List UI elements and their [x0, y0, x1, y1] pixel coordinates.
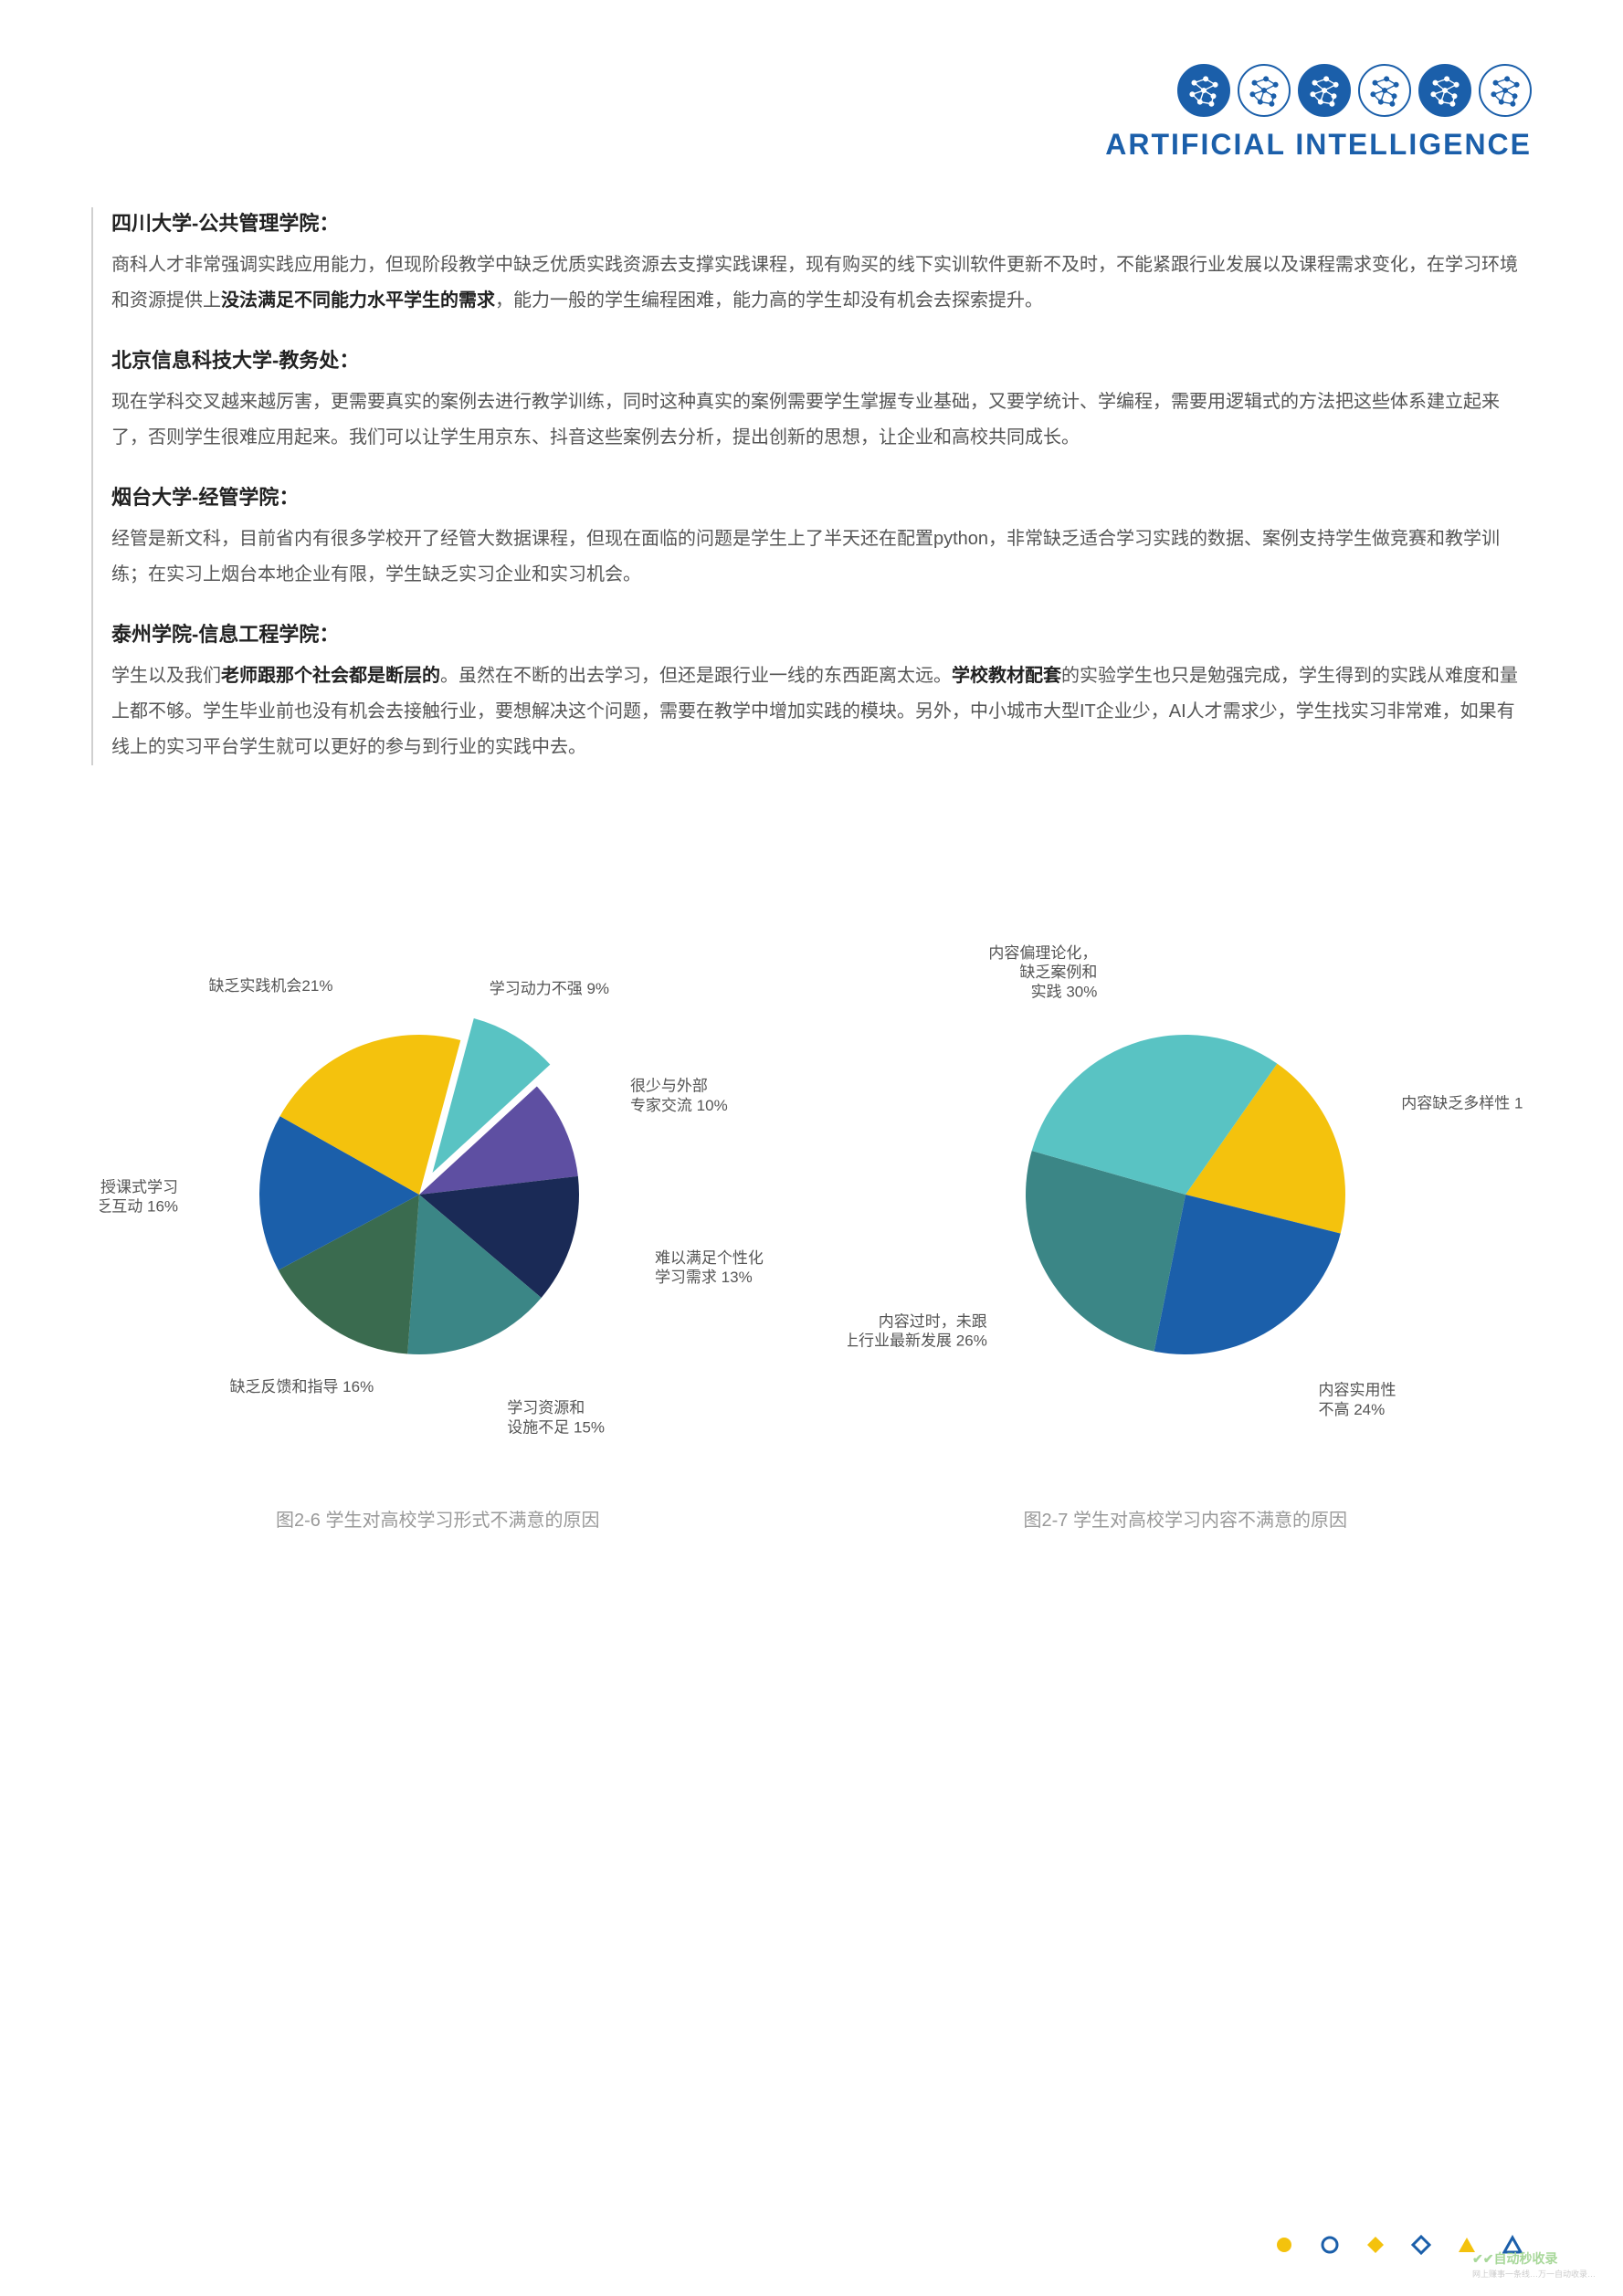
quote-block: 泰州学院-信息工程学院： 学生以及我们老师跟那个社会都是断层的。虽然在不断的出去学… [111, 618, 1532, 765]
document-page: ARTIFICIAL INTELLIGENCE 四川大学-公共管理学院： 商科人才… [0, 0, 1623, 2296]
pie-slice-label: 内容缺乏多样性 19% [1401, 1095, 1523, 1112]
quote-body: 商科人才非常强调实践应用能力，但现阶段教学中缺乏优质实践资源去支撑实践课程，现有… [111, 248, 1532, 319]
quote-heading: 北京信息科技大学-教务处： [111, 344, 1532, 374]
watermark-main: ✔✔自动秒收录 [1472, 2251, 1557, 2266]
pie-slice-label: 缺乏实践机会21% [209, 977, 333, 995]
chart-left-wrap: 学习动力不强 9% 很少与外部专家交流 10% 难以满足个性化学习需求 13% 学习资… [91, 930, 785, 1532]
pie-slice-label: 内容实用性不高 24% [1318, 1382, 1396, 1418]
pie-chart-right: 内容缺乏多样性 19% 内容实用性不高 24% 内容过时，未跟上行业最新发展 26%… [848, 930, 1523, 1478]
diamond-filled-icon [1365, 2235, 1386, 2255]
brain-network-icon [1177, 64, 1230, 117]
brain-network-icon [1358, 64, 1411, 117]
brain-network-icon [1298, 64, 1351, 117]
quote-heading: 泰州学院-信息工程学院： [111, 618, 1532, 648]
pie-chart-left: 学习动力不强 9% 很少与外部专家交流 10% 难以满足个性化学习需求 13% 学习资… [100, 930, 775, 1478]
header-title: ARTIFICIAL INTELLIGENCE [1105, 128, 1532, 162]
pie-slice-label: 学习资源和设施不足 15% [508, 1399, 606, 1436]
header-icon-row [1177, 64, 1532, 117]
circle-filled-icon [1274, 2235, 1294, 2255]
brain-network-icon [1238, 64, 1291, 117]
pie-slice-label: 内容过时，未跟上行业最新发展 26% [848, 1312, 987, 1349]
quote-text: 现在学科交叉越来越厉害，更需要真实的案例去进行教学训练，同时这种真实的案例需要学… [111, 392, 1500, 448]
quote-heading: 四川大学-公共管理学院： [111, 207, 1532, 237]
quote-block: 四川大学-公共管理学院： 商科人才非常强调实践应用能力，但现阶段教学中缺乏优质实践… [111, 207, 1532, 319]
brain-network-icon [1479, 64, 1532, 117]
page-header: ARTIFICIAL INTELLIGENCE [91, 64, 1532, 162]
quote-text: 经管是新文科，目前省内有很多学校开了经管大数据课程，但现在面临的问题是学生上了半… [111, 529, 1500, 585]
circle-outline-icon [1320, 2235, 1340, 2255]
watermark-sub: 网上赚事一条线…万一自动收录… [1472, 2268, 1596, 2280]
pie-slice-label: 缺乏反馈和指导 16% [230, 1378, 374, 1396]
quote-heading: 烟台大学-经管学院： [111, 481, 1532, 511]
diamond-outline-icon [1411, 2235, 1431, 2255]
quote-text: 学生以及我们 [111, 666, 221, 686]
quote-block: 烟台大学-经管学院： 经管是新文科，目前省内有很多学校开了经管大数据课程，但现在面… [111, 481, 1532, 593]
watermark: ✔✔自动秒收录 网上赚事一条线…万一自动收录… [1472, 2249, 1596, 2280]
quote-bold-text: 学校教材配套 [952, 666, 1061, 686]
chart-right-caption: 图2-7 学生对高校学习内容不满意的原因 [1024, 1505, 1347, 1532]
quote-body: 经管是新文科，目前省内有很多学校开了经管大数据课程，但现在面临的问题是学生上了半… [111, 521, 1532, 593]
quote-bold-text: 老师跟那个社会都是断层的 [221, 666, 440, 686]
quote-body: 现在学科交叉越来越厉害，更需要真实的案例去进行教学训练，同时这种真实的案例需要学… [111, 384, 1532, 456]
quote-body: 学生以及我们老师跟那个社会都是断层的。虽然在不断的出去学习，但还是跟行业一线的东… [111, 658, 1532, 765]
quotes-section: 四川大学-公共管理学院： 商科人才非常强调实践应用能力，但现阶段教学中缺乏优质实践… [91, 207, 1532, 765]
charts-row: 学习动力不强 9% 很少与外部专家交流 10% 难以满足个性化学习需求 13% 学习资… [91, 930, 1532, 1532]
pie-slice-label: 内容偏理论化，缺乏案例和实践 30% [988, 944, 1097, 1001]
brain-network-icon [1418, 64, 1471, 117]
quote-block: 北京信息科技大学-教务处： 现在学科交叉越来越厉害，更需要真实的案例去进行教学训练… [111, 344, 1532, 456]
quote-bold-text: 没法满足不同能力水平学生的需求 [221, 290, 495, 311]
pie-slice-label: 很少与外部专家交流 10% [630, 1078, 728, 1114]
pie-slice-label: 授课式学习缺乏互动 16% [100, 1178, 178, 1215]
chart-left-caption: 图2-6 学生对高校学习形式不满意的原因 [276, 1505, 599, 1532]
quote-text: ，能力一般的学生编程困难，能力高的学生却没有机会去探索提升。 [495, 290, 1043, 311]
chart-right-wrap: 内容缺乏多样性 19% 内容实用性不高 24% 内容过时，未跟上行业最新发展 26%… [839, 930, 1533, 1532]
quote-text: 。虽然在不断的出去学习，但还是跟行业一线的东西距离太远。 [440, 666, 952, 686]
pie-slice-label: 学习动力不强 9% [490, 980, 609, 997]
pie-slice-label: 难以满足个性化学习需求 13% [655, 1249, 764, 1286]
